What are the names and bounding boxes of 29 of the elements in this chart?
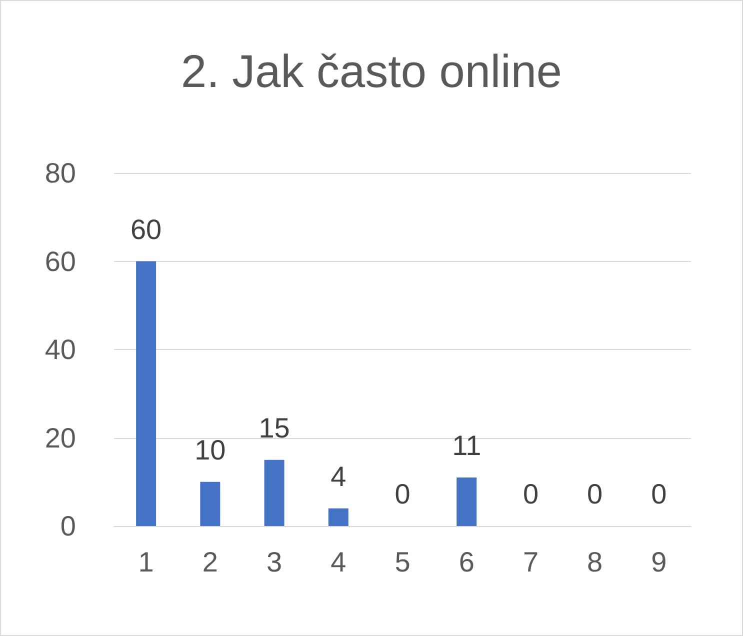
- bar: [328, 508, 348, 526]
- data-label: 10: [194, 434, 226, 466]
- data-label: 0: [394, 478, 410, 510]
- x-tick-label: 6: [458, 546, 474, 578]
- x-tick-label: 7: [522, 546, 539, 578]
- data-label: 0: [587, 478, 603, 510]
- data-label: 15: [258, 412, 290, 444]
- chart-title: 2. Jak často online: [180, 45, 562, 97]
- y-tick-label: 40: [44, 334, 76, 365]
- bar: [456, 477, 477, 526]
- y-tick-label: 80: [44, 158, 76, 188]
- x-tick-label: 9: [651, 546, 667, 578]
- data-label: 60: [130, 214, 162, 245]
- data-label: 0: [522, 478, 539, 510]
- data-label: 11: [452, 430, 482, 461]
- bar: [264, 460, 284, 526]
- data-label: 0: [651, 478, 667, 510]
- x-tick-label: 4: [330, 546, 346, 578]
- x-tick-label: 1: [138, 546, 154, 578]
- x-tick-label: 3: [266, 546, 282, 578]
- x-tick-label: 5: [394, 546, 410, 578]
- x-tick-label: 2: [202, 546, 218, 578]
- bar: [200, 482, 220, 526]
- x-tick-label: 8: [587, 546, 603, 578]
- data-label: 4: [330, 460, 346, 492]
- bar: [136, 261, 156, 526]
- y-tick-label: 0: [60, 510, 76, 542]
- y-tick-label: 20: [44, 422, 76, 454]
- y-tick-label: 60: [44, 246, 76, 277]
